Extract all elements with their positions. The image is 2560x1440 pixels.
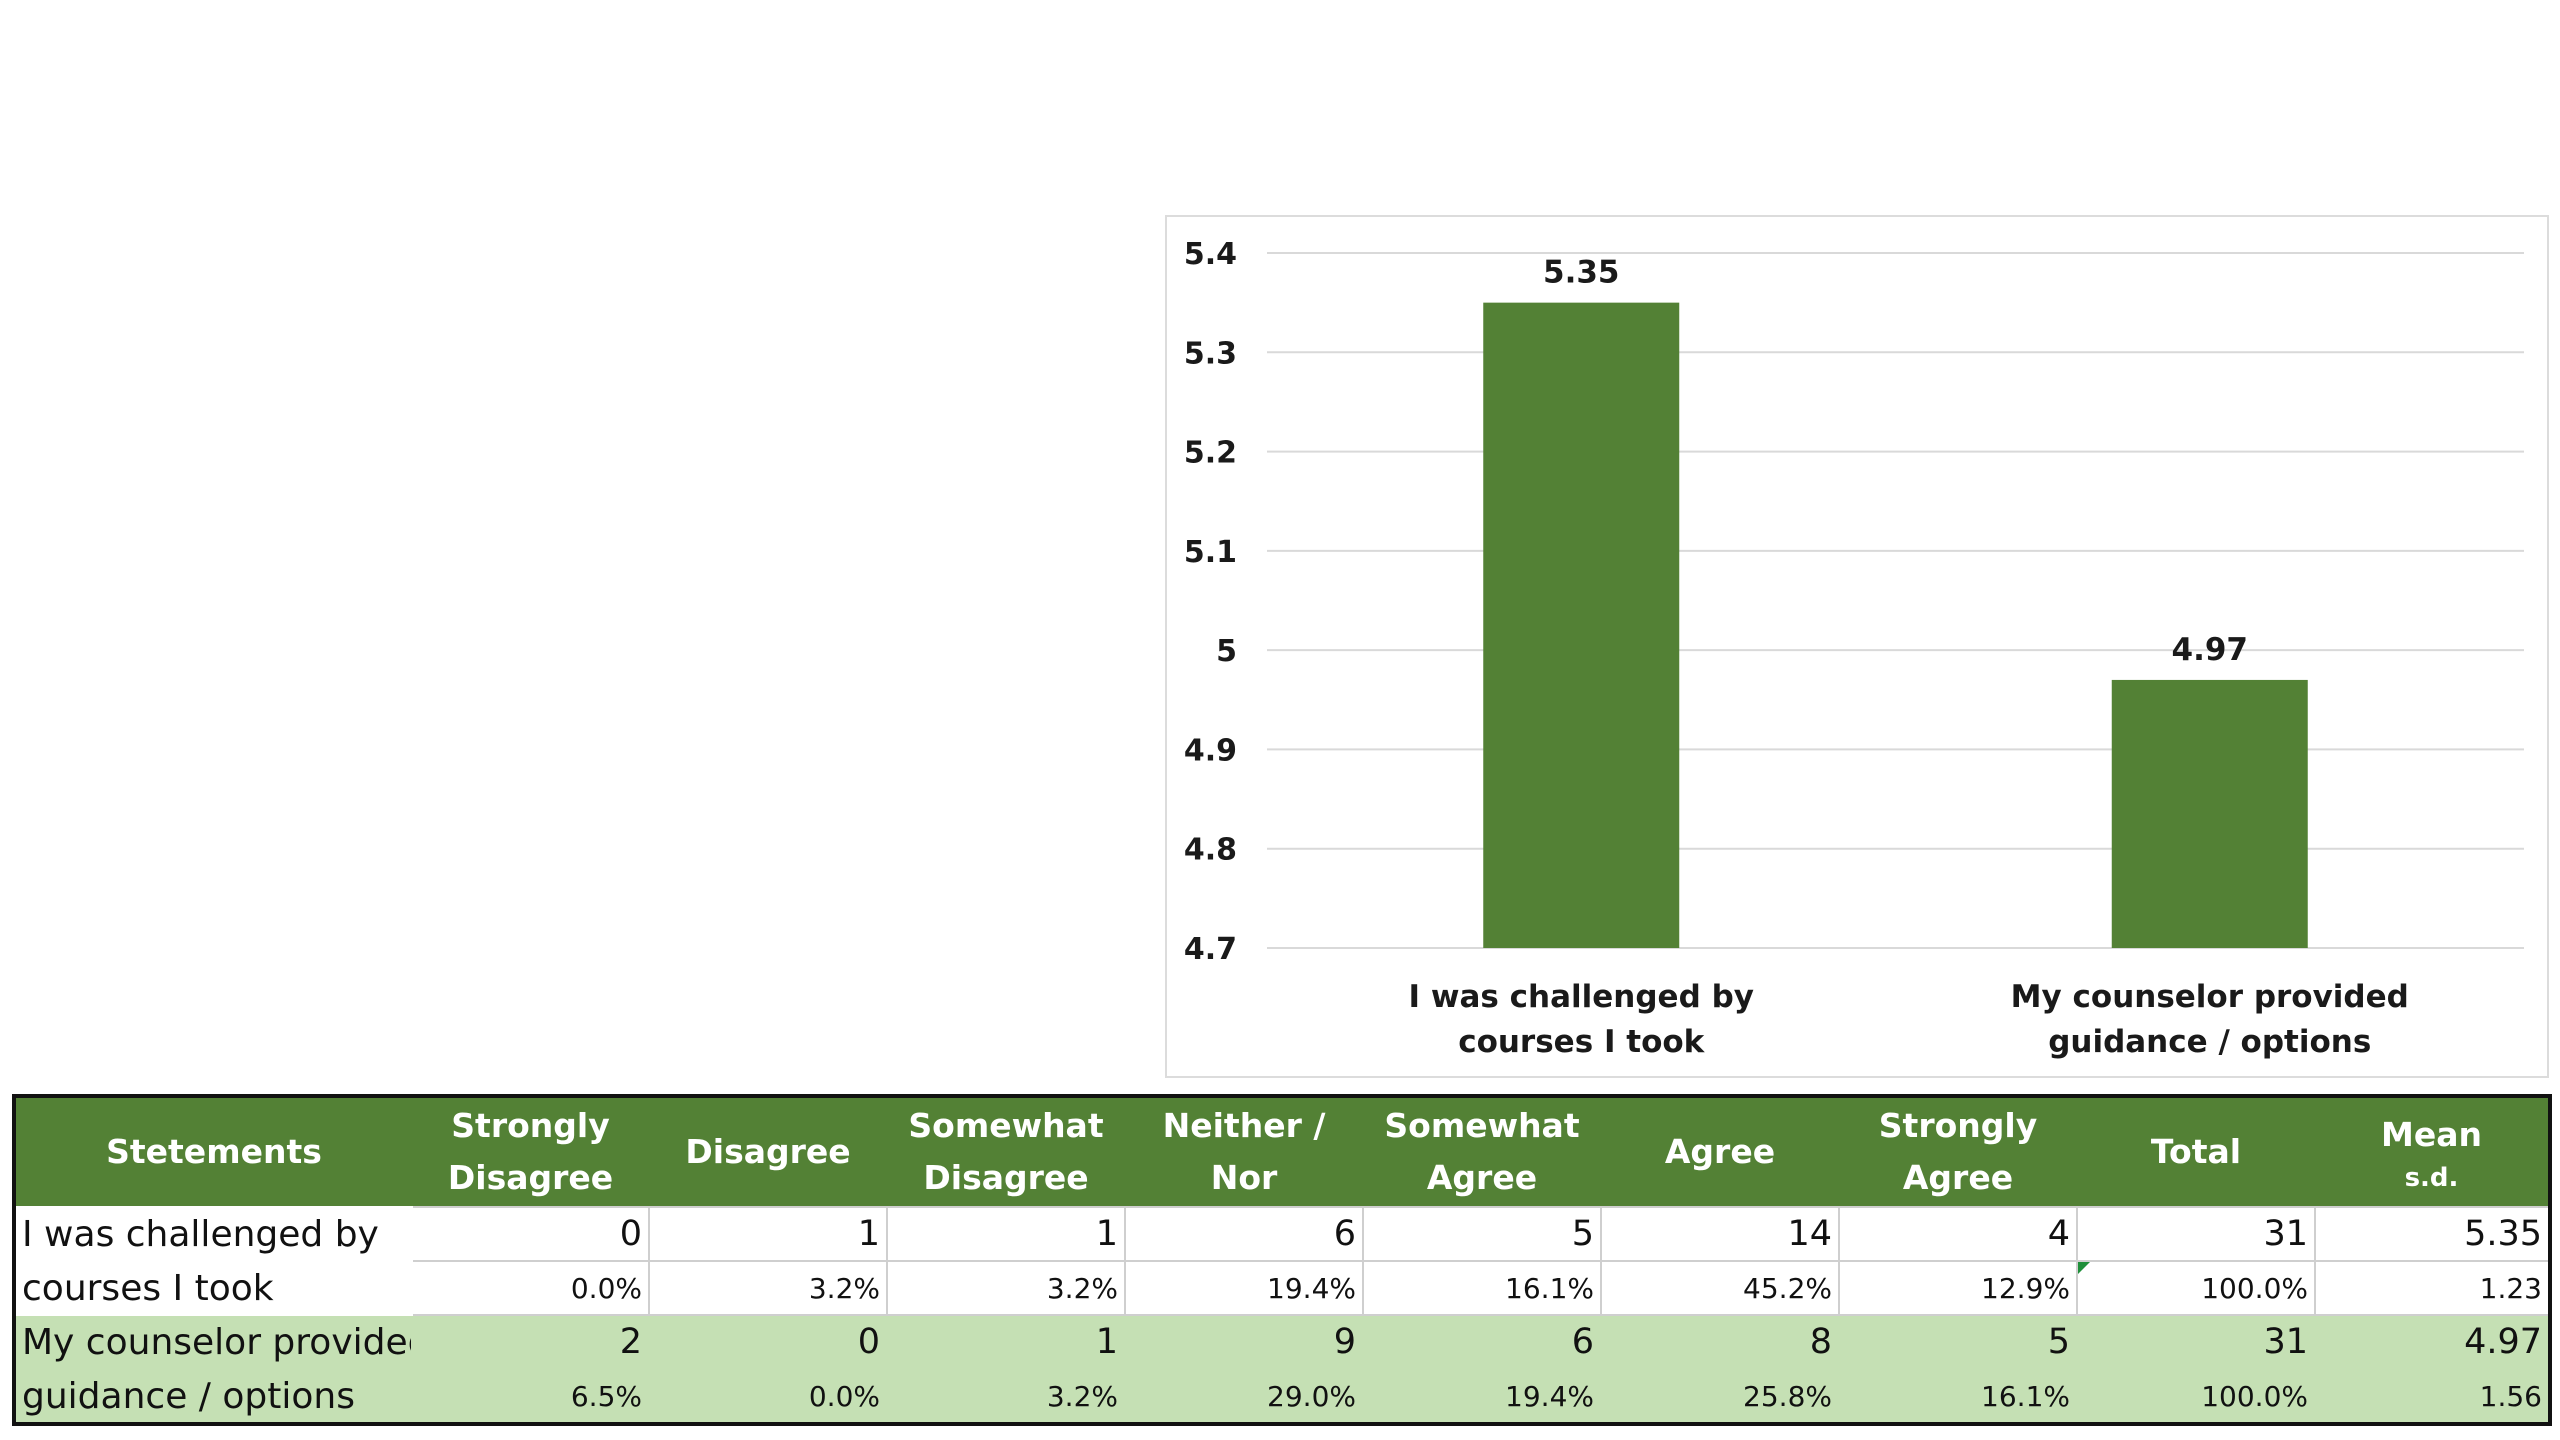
count-cell: 2 <box>411 1314 650 1370</box>
count-cell: 8 <box>1600 1314 1840 1370</box>
column-header: Disagree <box>649 1096 887 1207</box>
percent-cell: 16.1% <box>1362 1260 1602 1316</box>
count-cell: 31 <box>2076 1206 2316 1262</box>
column-header: Somewhat Disagree <box>887 1096 1125 1207</box>
column-header: Neither / Nor <box>1125 1096 1363 1207</box>
bar-chart: 4.7 4.8 4.9 5 5.1 5.2 5.3 5.4 5.35 I was challeng… <box>1184 237 2524 1060</box>
count-cell: 5 <box>1838 1314 2078 1370</box>
y-tick-label: 5.4 <box>1184 237 1237 272</box>
statement-cell: My counselor provided <box>13 1314 413 1370</box>
column-header: Mean s.d. <box>2315 1096 2550 1207</box>
percent-cell: 19.4% <box>1362 1368 1602 1425</box>
count-cell: 14 <box>1600 1206 1840 1262</box>
percent-cell: 100.0% <box>2076 1260 2316 1316</box>
bar <box>2111 679 2308 948</box>
y-tick-label: 5 <box>1216 634 1237 669</box>
y-tick-label: 4.8 <box>1184 833 1237 868</box>
table-row: My counselor provided 2 0 1 9 6 8 5 31 4.97 <box>13 1314 2551 1370</box>
count-cell: 1 <box>886 1314 1126 1370</box>
data-label: 4.97 <box>2172 632 2249 668</box>
percent-cell: 19.4% <box>1124 1260 1364 1316</box>
column-header: Somewhat Agree <box>1363 1096 1601 1207</box>
table-body: I was challenged by 0 1 1 6 5 14 4 31 5.35 courses… <box>13 1206 2551 1425</box>
count-cell: 0 <box>648 1314 888 1370</box>
survey-results-table: Stetements Strongly Disagree Disagree Somewh… <box>12 1094 2552 1426</box>
column-header: Strongly Agree <box>1839 1096 2077 1207</box>
percent-cell: 3.2% <box>886 1260 1126 1316</box>
y-tick-label: 5.1 <box>1184 535 1237 570</box>
chart-container: 4.7 4.8 4.9 5 5.1 5.2 5.3 5.4 5.35 I was challeng… <box>1165 215 2549 1078</box>
percent-cell: 25.8% <box>1600 1368 1840 1425</box>
count-cell: 5 <box>1362 1206 1602 1262</box>
column-header: Total <box>2077 1096 2315 1207</box>
percent-cell: 1.56 <box>2314 1368 2551 1425</box>
y-tick-label: 5.3 <box>1184 336 1237 371</box>
table-row: courses I took 0.0% 3.2% 3.2% 19.4% 16.1% 45.2… <box>13 1260 2551 1316</box>
column-header: Strongly Disagree <box>412 1096 649 1207</box>
count-cell: 0 <box>411 1206 650 1262</box>
percent-cell: 12.9% <box>1838 1260 2078 1316</box>
percent-cell: 45.2% <box>1600 1260 1840 1316</box>
percent-cell: 1.23 <box>2314 1260 2551 1316</box>
percent-cell: 0.0% <box>411 1260 650 1316</box>
count-cell: 31 <box>2076 1314 2316 1370</box>
count-cell: 1 <box>648 1206 888 1262</box>
statement-cell: guidance / options <box>13 1368 413 1425</box>
bar <box>1483 302 1680 949</box>
count-cell: 4.97 <box>2314 1314 2551 1370</box>
category-label: I was challenged by courses I took <box>1409 979 1754 1060</box>
percent-cell: 0.0% <box>648 1368 888 1425</box>
count-cell: 4 <box>1838 1206 2078 1262</box>
count-cell: 9 <box>1124 1314 1364 1370</box>
percent-cell: 16.1% <box>1838 1368 2078 1425</box>
percent-cell: 29.0% <box>1124 1368 1364 1425</box>
table-row: guidance / options 6.5% 0.0% 3.2% 29.0% 19.4%… <box>13 1368 2551 1425</box>
count-cell: 6 <box>1124 1206 1364 1262</box>
data-label: 5.35 <box>1543 255 1620 291</box>
column-header: Agree <box>1601 1096 1839 1207</box>
statement-cell: I was challenged by <box>13 1206 413 1262</box>
column-header: Stetements <box>14 1096 412 1207</box>
table-row: I was challenged by 0 1 1 6 5 14 4 31 5.35 <box>13 1206 2551 1262</box>
percent-cell: 3.2% <box>886 1368 1126 1425</box>
table-header-row: Stetements Strongly Disagree Disagree Somewh… <box>14 1096 2550 1207</box>
statement-cell: courses I took <box>13 1260 413 1316</box>
y-tick-label: 4.9 <box>1184 733 1237 768</box>
y-tick-label: 5.2 <box>1184 436 1237 471</box>
count-cell: 6 <box>1362 1314 1602 1370</box>
category-label: My counselor provided guidance / options <box>2011 979 2409 1060</box>
percent-cell: 100.0% <box>2076 1368 2316 1425</box>
count-cell: 5.35 <box>2314 1206 2551 1262</box>
percent-cell: 6.5% <box>411 1368 650 1425</box>
percent-cell: 3.2% <box>648 1260 888 1316</box>
y-tick-label: 4.7 <box>1184 932 1237 967</box>
count-cell: 1 <box>886 1206 1126 1262</box>
